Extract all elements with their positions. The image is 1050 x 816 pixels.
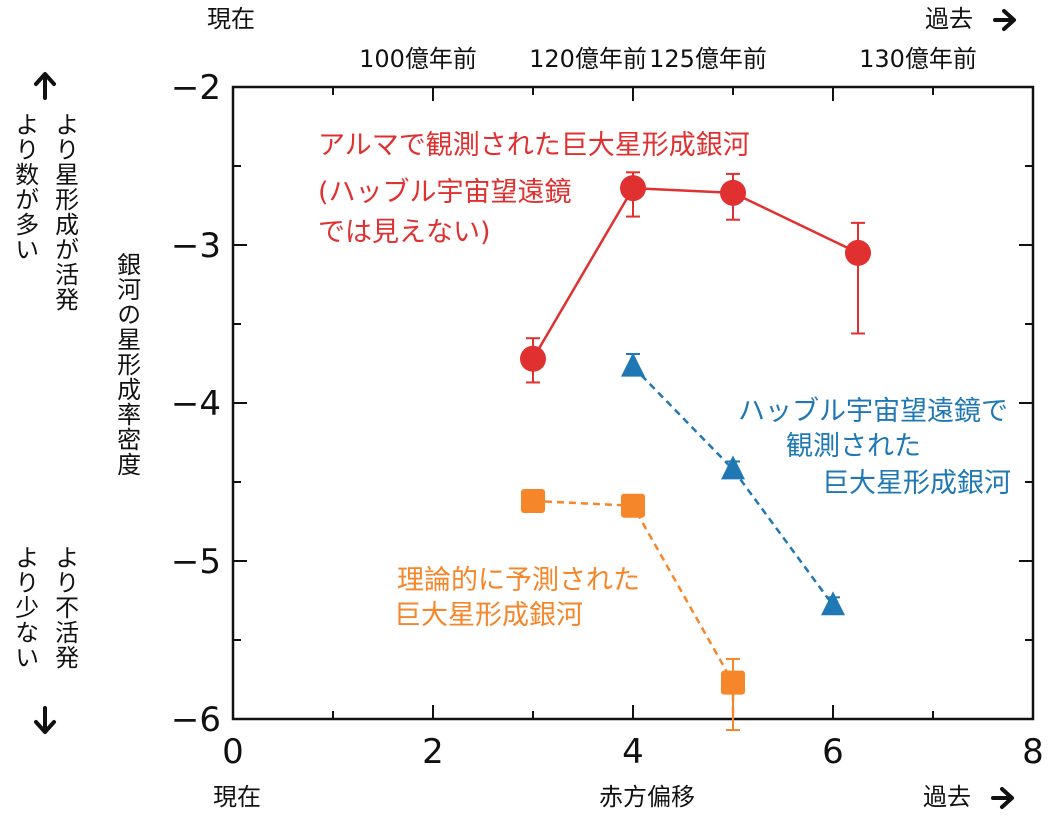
series-annotation-line: 巨大星形成銀河 xyxy=(822,468,1011,499)
tick-labels: 0 2 4 6 8 −2 −3 −4 −5 −6 xyxy=(171,68,1044,772)
data-point-square xyxy=(621,493,645,518)
y-tick-label: −6 xyxy=(171,700,221,740)
y-axis-label: 銀河の星形成率密度 xyxy=(112,252,141,477)
x-tick-label: 6 xyxy=(822,732,844,772)
series-line-circle xyxy=(531,186,859,360)
data-point-circle xyxy=(845,239,871,266)
y-top-note-line1: より星形成が活発 xyxy=(50,112,79,312)
top-axis-label: 125億年前 xyxy=(649,45,767,73)
data-point-circle xyxy=(520,345,546,372)
y-bottom-note-line2: より少ない xyxy=(10,545,39,670)
data-point-triangle xyxy=(621,352,645,377)
y-tick-label: −3 xyxy=(171,226,221,266)
y-top-note-line2: より数が多い xyxy=(10,112,39,262)
series-annotation-line: 巨大星形成銀河 xyxy=(394,600,583,631)
y-tick-label: −4 xyxy=(171,384,221,424)
bottom-right-arrow-icon xyxy=(991,787,1014,809)
x-tick-label: 8 xyxy=(1022,732,1044,772)
x-tick-label: 2 xyxy=(422,732,444,772)
axis-ticks xyxy=(232,86,1034,720)
bottom-left-label: 現在 xyxy=(213,783,261,811)
series-annotation-line: 理論的に予測された xyxy=(397,565,640,596)
data-point-triangle xyxy=(821,591,845,616)
data-point-triangle xyxy=(721,455,745,480)
data-point-circle xyxy=(620,175,646,202)
data-point-square xyxy=(721,670,745,695)
series-annotation-line: (ハッブル宇宙望遠鏡 xyxy=(318,177,572,208)
top-axis-labels: 100億年前 120億年前 125億年前 130億年前 xyxy=(359,45,977,73)
x-tick-label: 4 xyxy=(622,732,644,772)
up-arrow-icon xyxy=(34,72,56,100)
series-annotation-line: では見えない) xyxy=(318,217,491,248)
y-tick-label: −5 xyxy=(171,542,221,582)
data-point-circle xyxy=(720,179,746,206)
y-bottom-note-line1: より不活発 xyxy=(50,545,79,670)
bottom-right-label: 過去 xyxy=(923,783,971,811)
series-annotation-line: アルマで観測された巨大星形成銀河 xyxy=(318,130,750,161)
top-axis-label: 130億年前 xyxy=(859,45,977,73)
x-tick-label: 0 xyxy=(222,732,244,772)
series-layer xyxy=(520,171,871,732)
y-tick-label: −2 xyxy=(171,68,221,108)
series-annotation-line: 観測された xyxy=(786,431,921,462)
top-right-arrow-icon xyxy=(993,9,1016,31)
top-right-label: 過去 xyxy=(925,5,973,33)
series-annotation-line: ハッブル宇宙望遠鏡で xyxy=(738,396,1008,427)
series-line-triangle xyxy=(632,365,835,606)
data-point-square xyxy=(521,488,545,513)
down-arrow-icon xyxy=(34,706,56,734)
x-axis-label: 赤方偏移 xyxy=(599,783,695,811)
top-left-label: 現在 xyxy=(207,5,255,33)
top-axis-label: 100億年前 xyxy=(359,45,477,73)
top-axis-label: 120億年前 xyxy=(529,45,647,73)
